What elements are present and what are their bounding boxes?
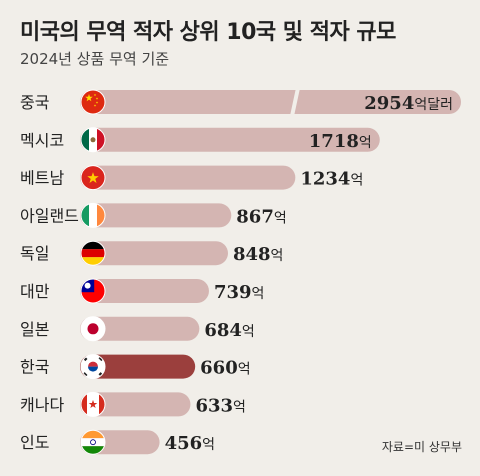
value-number: 684 bbox=[204, 320, 242, 341]
value-label: 633억 bbox=[195, 395, 245, 416]
value-label: 867억 bbox=[236, 206, 286, 227]
value-unit: 억 bbox=[242, 324, 255, 340]
value-label: 1234억 bbox=[300, 169, 363, 190]
korea-flag-icon bbox=[80, 354, 106, 380]
value-number: 633 bbox=[195, 395, 233, 416]
category-label: 캐나다 bbox=[20, 395, 64, 414]
axis-break-mark bbox=[290, 87, 300, 117]
taiwan-flag-icon bbox=[80, 278, 106, 304]
bar-3 bbox=[80, 203, 232, 228]
source-note: 자료=미 상무부 bbox=[381, 440, 462, 454]
value-unit: 억 bbox=[271, 248, 284, 264]
value-number: 1718 bbox=[309, 131, 359, 152]
value-number: 2954 bbox=[364, 93, 414, 114]
bar-5 bbox=[80, 279, 209, 303]
value-number: 867 bbox=[236, 206, 274, 227]
value-label: 739억 bbox=[214, 282, 264, 303]
ireland-flag-icon bbox=[80, 202, 106, 228]
bar-2 bbox=[80, 165, 296, 190]
category-label: 일본 bbox=[20, 320, 49, 339]
india-flag-icon bbox=[80, 429, 106, 455]
value-label: 684억 bbox=[204, 320, 254, 341]
category-label: 아일랜드 bbox=[20, 206, 79, 225]
bar-8 bbox=[80, 392, 191, 417]
bar-6 bbox=[80, 316, 200, 341]
canada-flag-icon bbox=[80, 391, 106, 417]
japan-flag-icon bbox=[80, 316, 106, 342]
category-label: 멕시코 bbox=[20, 131, 64, 150]
mexico-flag-icon bbox=[80, 127, 106, 153]
value-label: 660억 bbox=[200, 358, 250, 379]
value-number: 660 bbox=[200, 358, 238, 379]
value-unit: 억달러 bbox=[414, 97, 453, 113]
category-label: 대만 bbox=[20, 282, 50, 301]
value-unit: 억 bbox=[233, 399, 246, 415]
category-label: 인도 bbox=[20, 433, 49, 452]
value-unit: 억 bbox=[238, 362, 251, 378]
germany-flag-icon bbox=[80, 240, 106, 266]
value-number: 739 bbox=[214, 282, 252, 303]
value-number: 848 bbox=[233, 244, 271, 265]
china-flag-icon bbox=[80, 89, 106, 115]
bar-4 bbox=[80, 241, 228, 266]
category-label: 한국 bbox=[20, 358, 49, 377]
value-unit: 억 bbox=[350, 173, 363, 189]
value-number: 1234 bbox=[300, 169, 350, 190]
value-number: 456 bbox=[165, 433, 203, 454]
bar-1 bbox=[80, 127, 380, 152]
value-unit: 억 bbox=[202, 437, 215, 453]
category-label: 독일 bbox=[20, 244, 49, 263]
value-unit: 억 bbox=[359, 135, 372, 151]
chart-title: 미국의 무역 적자 상위 10국 및 적자 규모 bbox=[20, 20, 396, 45]
value-unit: 억 bbox=[274, 210, 287, 226]
value-label: 456억 bbox=[165, 433, 215, 454]
bar-7 bbox=[80, 354, 196, 379]
value-label: 2954억달러 bbox=[364, 93, 453, 114]
bar-0 bbox=[80, 90, 461, 114]
value-label: 848억 bbox=[233, 244, 283, 265]
category-label: 베트남 bbox=[20, 169, 64, 188]
value-unit: 억 bbox=[252, 286, 265, 302]
vietnam-flag-icon bbox=[80, 165, 106, 191]
value-label: 1718억 bbox=[309, 131, 372, 152]
chart-subtitle: 2024년 상품 무역 기준 bbox=[20, 50, 170, 68]
category-label: 중국 bbox=[20, 93, 49, 112]
